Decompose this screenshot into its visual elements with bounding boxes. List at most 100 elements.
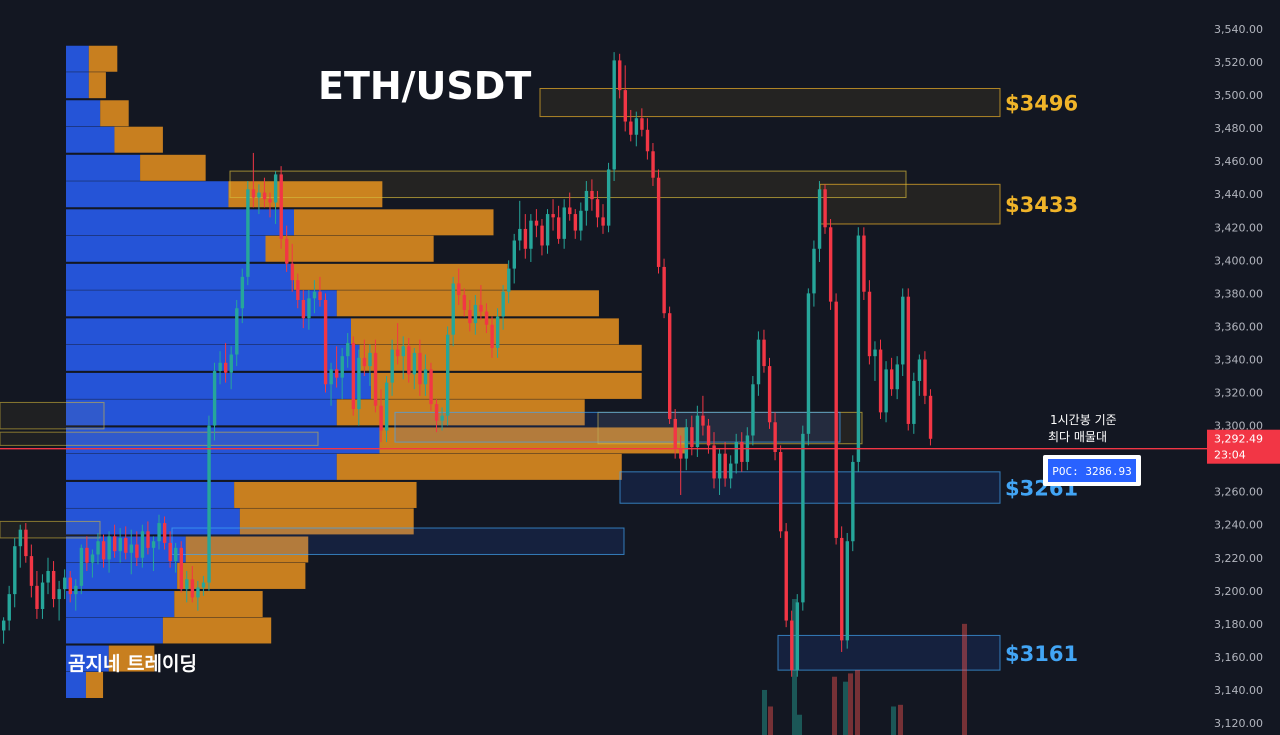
volume-profile-up-bar [66,591,175,618]
current-price-tag: 3,292.49 23:04 [1207,429,1280,464]
candle-body [784,531,788,621]
candle-body [479,304,483,312]
candle-body [656,177,661,267]
candle-body [379,405,383,431]
y-tick-label: 3,340.00 [1214,353,1263,366]
volume-bar [962,623,967,735]
zone-label: $3433 [1005,193,1078,217]
volume-profile-up-bar [66,645,109,672]
candle-body [457,283,461,296]
candle-body [462,295,467,310]
candle-body [873,349,877,357]
candle-body [684,427,689,459]
price-zone-left [0,431,319,446]
candle-body [357,357,361,410]
candle-body [495,316,500,348]
candle-body [229,354,233,373]
candle-body [795,602,800,671]
candle-body [340,356,344,378]
candle-body [235,308,239,355]
poc-box-fill [1048,459,1136,482]
volume-profile-down-bar [108,645,155,672]
candle-body [917,359,922,381]
candle-body [429,369,433,405]
candle-body [174,547,178,562]
candle-body [101,541,106,560]
candle-body [573,214,578,231]
candle-body [51,570,56,600]
candle-body [590,190,594,200]
candle-body [901,296,905,365]
candle-body [717,453,722,479]
candle-body [540,225,544,246]
volume-profile-down-bar [140,154,206,181]
candle-body [551,214,555,218]
candle-body [828,227,833,302]
candle-body [407,346,411,375]
y-tick-label: 3,260.00 [1214,486,1263,499]
candle-body [706,425,711,446]
candle-body [512,240,516,269]
candle-body [74,585,78,595]
price-axis[interactable]: 3,120.00 3,140.00 3,160.00 3,180.00 3,200.00… [1214,23,1263,730]
volume-bar [848,673,853,735]
candle-body [418,352,422,385]
candle-body [856,235,861,462]
volume-bar [891,706,896,735]
candle-body [767,366,772,423]
y-tick-label: 3,440.00 [1214,188,1263,201]
candle-body [151,541,156,548]
candle-body [701,415,705,426]
volume-profile-up-bar [66,72,89,99]
volume-profile-up-bar [66,45,89,72]
candle-body [29,556,34,586]
candle-body [834,301,838,538]
price-zone [539,87,1001,118]
candle-body [162,523,167,543]
candle-body [212,371,217,426]
poc-box: POC: 3286.93 [1043,455,1141,486]
candle-body [90,554,95,563]
candle-body [346,342,350,357]
volume-profile-up-bar [66,372,371,399]
volume-profile-down-bar [100,100,129,127]
candle-body [423,369,428,385]
volume-profile-up-bar [66,481,235,508]
volume-profile-up-bar [66,154,141,181]
y-tick-label: 3,520.00 [1214,56,1263,69]
candle-body [390,349,394,383]
candle-body [790,620,794,671]
candle-body [107,536,111,560]
candle-body [207,425,211,583]
candle-body [273,174,278,203]
volume-profile-down-bar [88,72,106,99]
volume-profile-up-bar [66,344,360,371]
candle-body [57,589,61,600]
chart-title: ETH/USDT [318,64,531,108]
candle-body [285,238,289,264]
candle-body [507,268,511,292]
volume-profile-up-bar [66,399,337,426]
candle-body [196,587,200,598]
candle-body [2,620,6,631]
candle-body [595,199,600,218]
y-tick-label: 3,380.00 [1214,287,1263,300]
volume-profile-up-bar [66,290,337,317]
candle-body [146,531,150,548]
price-zone [619,471,1001,504]
candle-body [190,579,195,598]
candle-body [545,214,550,246]
candle-body [623,90,627,122]
volume-profile-down-bar [114,126,163,153]
candle-body [468,309,472,324]
candle-body [18,529,23,547]
candle-body [384,382,389,431]
zone-label: $3496 [1005,92,1078,116]
y-tick-label: 3,140.00 [1214,684,1263,697]
candle-body [662,266,666,314]
y-tick-label: 3,400.00 [1214,254,1263,267]
candle-body [7,594,11,621]
y-tick-label: 3,220.00 [1214,552,1263,565]
